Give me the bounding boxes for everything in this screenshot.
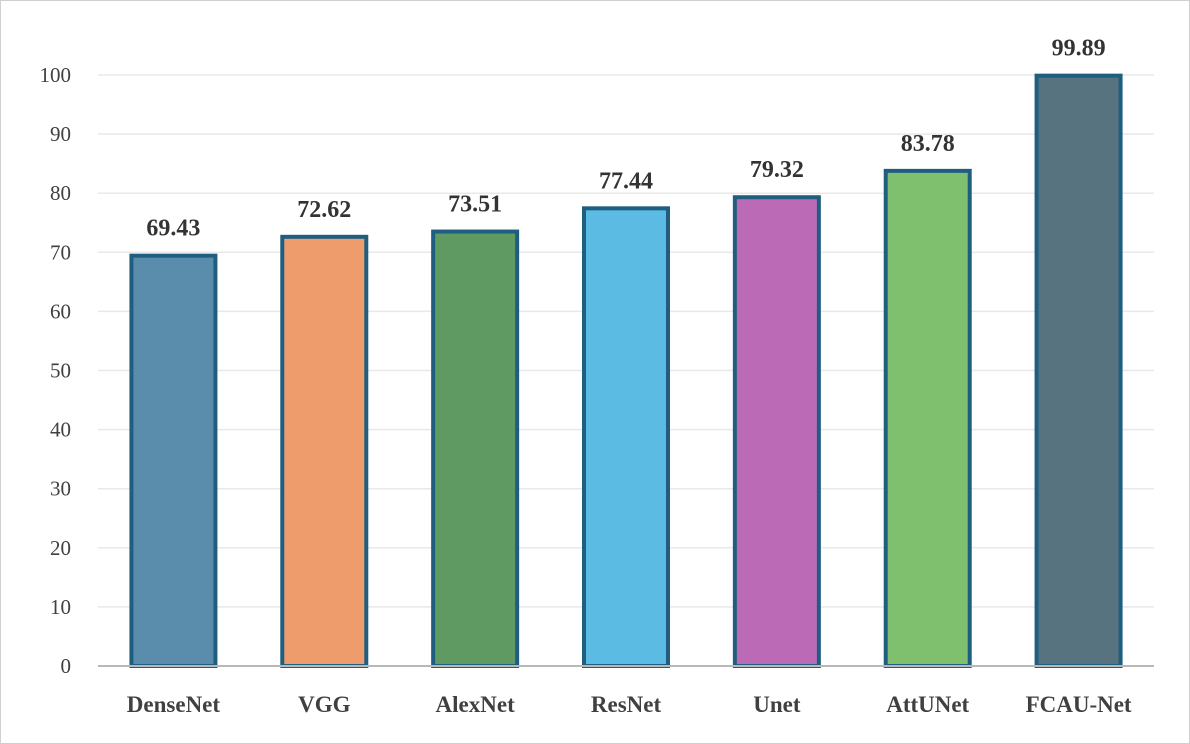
y-tick-label: 40 [50, 418, 71, 442]
y-tick-label: 100 [40, 63, 72, 87]
data-label: 77.44 [599, 168, 653, 194]
x-axis-categories: DenseNet VGG AlexNet ResNet Unet AttUNet FCAU-… [127, 692, 1132, 717]
bar-resnet [582, 206, 670, 669]
x-category-label: AttUNet [886, 692, 969, 717]
bar-attunet [883, 168, 972, 668]
bar-densenet [129, 253, 218, 668]
bar-alexnet [431, 229, 520, 668]
x-category-label: FCAU-Net [1026, 692, 1132, 717]
bar-fcau-net [1034, 73, 1123, 669]
y-tick-label: 70 [50, 240, 71, 264]
y-tick-label: 10 [50, 595, 71, 619]
data-label: 73.51 [448, 192, 502, 218]
x-category-label: Unet [753, 692, 801, 717]
y-tick-label: 80 [50, 181, 71, 205]
x-category-label: AlexNet [436, 692, 516, 717]
data-label: 99.89 [1052, 36, 1106, 62]
data-label: 83.78 [901, 131, 955, 157]
data-label: 72.62 [297, 197, 351, 223]
y-tick-label: 30 [50, 477, 71, 501]
data-label: 69.43 [146, 216, 200, 242]
y-tick-label: 50 [50, 359, 71, 383]
y-axis-ticks: 0 10 20 30 40 50 60 70 80 90 100 [40, 63, 72, 678]
x-category-label: VGG [298, 692, 351, 717]
x-category-label: ResNet [591, 692, 662, 717]
y-tick-label: 60 [50, 299, 71, 323]
bar-unet [732, 195, 821, 668]
y-tick-label: 20 [50, 536, 71, 560]
data-label: 79.32 [750, 157, 804, 183]
x-category-label: DenseNet [127, 692, 221, 717]
bar-vgg [280, 234, 369, 668]
data-labels: 69.43 72.62 73.51 77.44 79.32 83.78 99.89 [146, 36, 1105, 242]
y-tick-label: 0 [61, 654, 72, 678]
y-tick-label: 90 [50, 122, 71, 146]
